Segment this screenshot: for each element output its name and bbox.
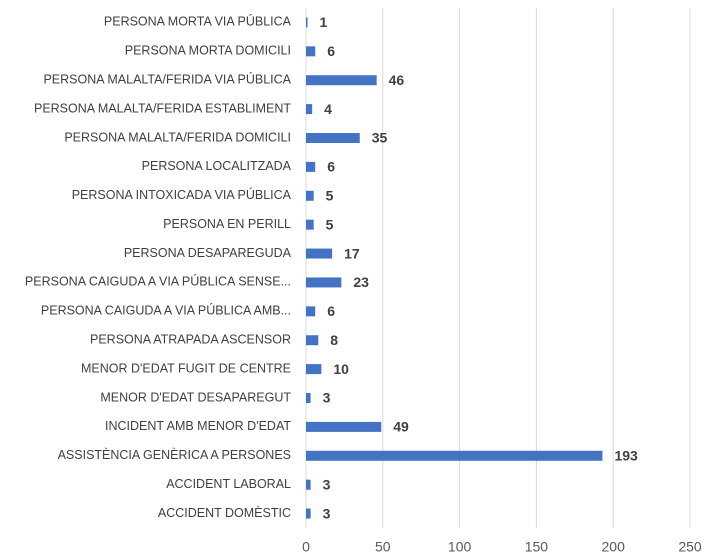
y-tick-label: PERSONA MALALTA/FERIDA ESTABLIMENT [34,101,291,115]
value-label: 4 [324,101,332,117]
bar [306,161,316,172]
value-label: 6 [327,43,335,59]
y-tick-label: PERSONA ATRAPADA ASCENSOR [90,333,291,347]
y-tick-label: ACCIDENT LABORAL [166,477,291,491]
value-label: 23 [353,274,369,290]
x-tick-label: 50 [375,539,391,555]
y-tick-label: PERSONA LOCALITZADA [142,159,292,173]
y-tick-label: PERSONA EN PERILL [163,217,291,231]
y-tick-label: PERSONA MALALTA/FERIDA DOMICILI [64,130,291,144]
y-tick-label: INCIDENT AMB MENOR D'EDAT [105,419,291,433]
x-tick-label: 250 [678,539,702,555]
y-tick-label: PERSONA MALALTA/FERIDA VIA PÚBLICA [43,72,291,87]
value-label: 3 [323,390,331,406]
value-label: 6 [327,303,335,319]
bar [306,450,603,461]
bar [306,364,322,375]
bar [306,277,342,288]
bar [306,17,308,28]
bar [306,219,314,230]
bar [306,248,333,259]
value-label: 5 [326,187,334,203]
value-label: 17 [344,245,360,261]
bar [306,393,311,403]
y-tick-label: PERSONA CAIGUDA A VIA PÚBLICA AMB... [41,303,291,318]
y-tick-label: MENOR D'EDAT DESAPAREGUT [100,390,291,404]
bar [306,306,316,317]
y-tick-label: PERSONA CAIGUDA A VIA PÚBLICA SENSE... [25,274,291,289]
bar [306,104,313,115]
value-label: 1 [320,14,328,30]
y-tick-label: PERSONA DESAPAREGUDA [124,246,292,260]
value-label: 3 [323,505,331,521]
x-tick-label: 100 [448,539,472,555]
bar [306,335,319,346]
y-tick-label: ASSISTÈNCIA GENÈRICA A PERSONES [58,447,291,462]
bar [306,479,311,490]
x-tick-label: 200 [602,539,626,555]
value-label: 5 [326,216,334,232]
value-label: 10 [333,361,349,377]
y-tick-label: PERSONA MORTA VIA PÚBLICA [104,14,292,29]
x-tick-label: 0 [302,539,310,555]
bar [306,508,311,519]
value-label: 8 [330,332,338,348]
value-label: 193 [614,447,638,463]
bar [306,46,316,57]
bar [306,75,377,86]
y-tick-label: PERSONA MORTA DOMICILI [125,44,291,58]
bar [306,190,314,201]
value-label: 35 [372,130,388,146]
value-label: 3 [323,476,331,492]
x-tick-label: 150 [525,539,549,555]
value-label: 46 [389,72,405,88]
y-tick-label: ACCIDENT DOMÈSTIC [158,505,291,520]
bar [306,133,360,143]
y-tick-label: MENOR D'EDAT FUGIT DE CENTRE [81,361,291,375]
value-label: 6 [327,159,335,175]
value-label: 49 [393,419,409,435]
bar [306,421,382,432]
y-tick-label: PERSONA INTOXICADA VIA PÚBLICA [72,187,292,202]
